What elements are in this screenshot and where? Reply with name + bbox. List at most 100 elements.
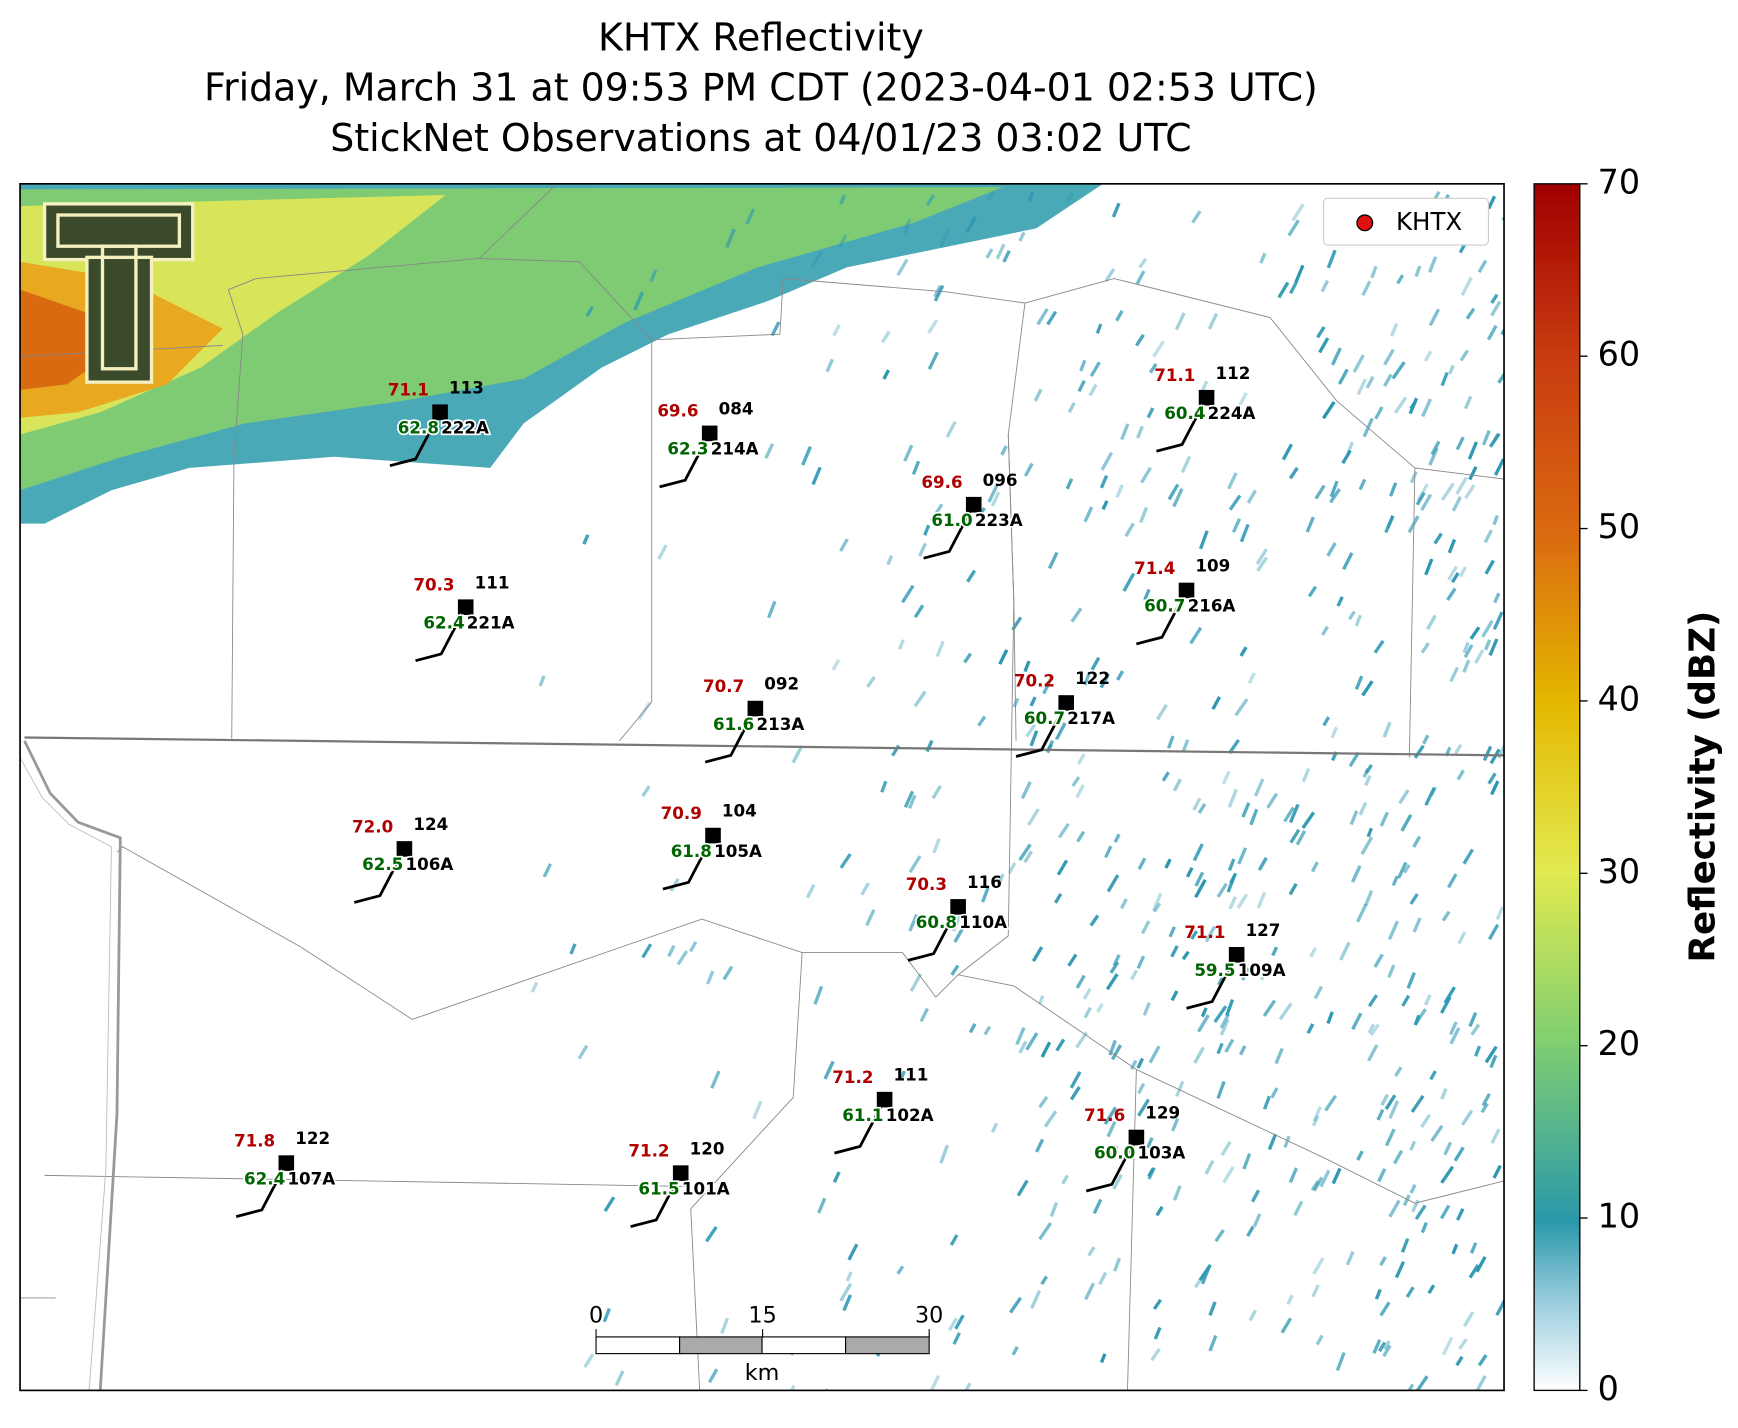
radar-echo (1440, 1165, 1455, 1184)
radar-echo (1083, 506, 1094, 523)
radar-echo (1087, 1246, 1096, 1257)
radar-echo (1356, 903, 1368, 923)
radar-echo (770, 321, 781, 337)
radar-echo (983, 1025, 992, 1036)
radar-echo (1448, 1021, 1458, 1036)
dewpoint: 61.0 (931, 510, 972, 530)
radar-echo (1384, 515, 1395, 534)
station-code: 096 (983, 470, 1018, 490)
radar-echo (1372, 1339, 1382, 1354)
radar-echo (1446, 587, 1457, 601)
legend-label: KHTX (1396, 207, 1462, 236)
radar-echo (1033, 388, 1043, 402)
radar-echo (918, 542, 927, 557)
radar-echo (1192, 843, 1204, 862)
radar-echo (1311, 1114, 1320, 1127)
state-line (24, 736, 1505, 757)
colorbar-tick-label: 40 (1598, 679, 1641, 718)
radar-echo (1111, 202, 1121, 218)
radar-echo (1053, 893, 1063, 904)
radar-echo (1360, 836, 1374, 856)
colorbar (1533, 183, 1581, 1392)
scale-tick-label: 0 (589, 1302, 603, 1328)
radar-echo (1099, 672, 1110, 689)
wind-barb (235, 1162, 288, 1218)
wind-barb (415, 606, 467, 663)
radar-echo (1373, 953, 1384, 968)
radar-echo (1153, 1326, 1162, 1340)
station-plot: 71.1 112 60.4 224A (1154, 363, 1257, 453)
radar-echo (1067, 953, 1078, 967)
radar-echo (1287, 219, 1300, 237)
station-code: 113 (449, 377, 484, 397)
radar-echo (1309, 947, 1317, 958)
radar-echo (1324, 1094, 1338, 1112)
radar-echo (1409, 400, 1418, 410)
radar-echo (1231, 518, 1242, 533)
radar-echo (1130, 969, 1138, 981)
station-marker (1058, 695, 1074, 711)
radar-echo (847, 1243, 859, 1261)
radar-echo (1409, 893, 1419, 905)
radar-echo (1420, 493, 1433, 512)
radar-echo (722, 965, 734, 981)
radar-echo (1181, 950, 1190, 961)
dewpoint: 62.4 (244, 1168, 285, 1188)
scale-tick-label: 30 (915, 1302, 943, 1328)
radar-echo (1374, 1288, 1382, 1300)
radar-echo (1042, 677, 1053, 695)
radar-echo (1456, 769, 1465, 781)
station-code: 112 (1215, 363, 1250, 383)
radar-echo (1105, 973, 1119, 991)
station-id: 103A (1137, 1143, 1185, 1163)
radar-echo (1455, 1208, 1465, 1221)
radar-echo (1098, 1271, 1108, 1286)
radar-echo (1055, 1038, 1066, 1052)
radar-echo (1468, 1263, 1480, 1279)
radar-echo (1301, 767, 1311, 783)
radar-echo (1027, 808, 1040, 826)
radar-echo (1468, 1012, 1478, 1028)
radar-echo (569, 943, 577, 955)
radar-echo (1316, 326, 1326, 339)
dewpoint: 61.5 (638, 1178, 679, 1198)
dewpoint: 59.5 (1194, 960, 1235, 980)
radar-echo (1402, 863, 1411, 874)
radar-echo (1241, 802, 1251, 818)
radar-echo (1213, 1005, 1228, 1023)
radar-echo (1197, 1014, 1210, 1033)
radar-echo (1463, 644, 1474, 658)
radar-echo (1018, 843, 1032, 862)
radar-echo (1490, 300, 1502, 317)
station-marker (396, 841, 413, 857)
dewpoint: 60.4 (1164, 403, 1205, 423)
radar-echo (1129, 1059, 1138, 1070)
radar-echo (810, 250, 824, 268)
radar-echo (1228, 896, 1238, 910)
radar-echo (1503, 419, 1505, 434)
temperature: 72.0 (352, 816, 393, 836)
radar-echo (1394, 1066, 1403, 1077)
radar-echo (1267, 1133, 1278, 1151)
radar-echo (1007, 862, 1017, 875)
station-id: 223A (975, 510, 1023, 530)
radar-echo (909, 973, 923, 992)
radar-echo (1391, 361, 1406, 380)
radar-echo (1288, 882, 1298, 896)
wind-barb (1186, 954, 1238, 1010)
radar-echo (1354, 675, 1364, 690)
station-id: 107A (287, 1168, 335, 1188)
radar-echo (953, 927, 964, 943)
radar-echo (1065, 191, 1075, 204)
radar-echo (1142, 1002, 1151, 1016)
radar-echo (839, 853, 852, 869)
radar-echo (1189, 626, 1203, 645)
radar-echo (1115, 310, 1124, 322)
wind-barb (907, 906, 960, 962)
radar-echo (1116, 670, 1125, 681)
radar-echo (1146, 1137, 1154, 1149)
radar-echo (1379, 1301, 1391, 1317)
radar-echo (1364, 889, 1374, 906)
radar-echo (1161, 771, 1170, 782)
radar-echo (1150, 1347, 1161, 1362)
